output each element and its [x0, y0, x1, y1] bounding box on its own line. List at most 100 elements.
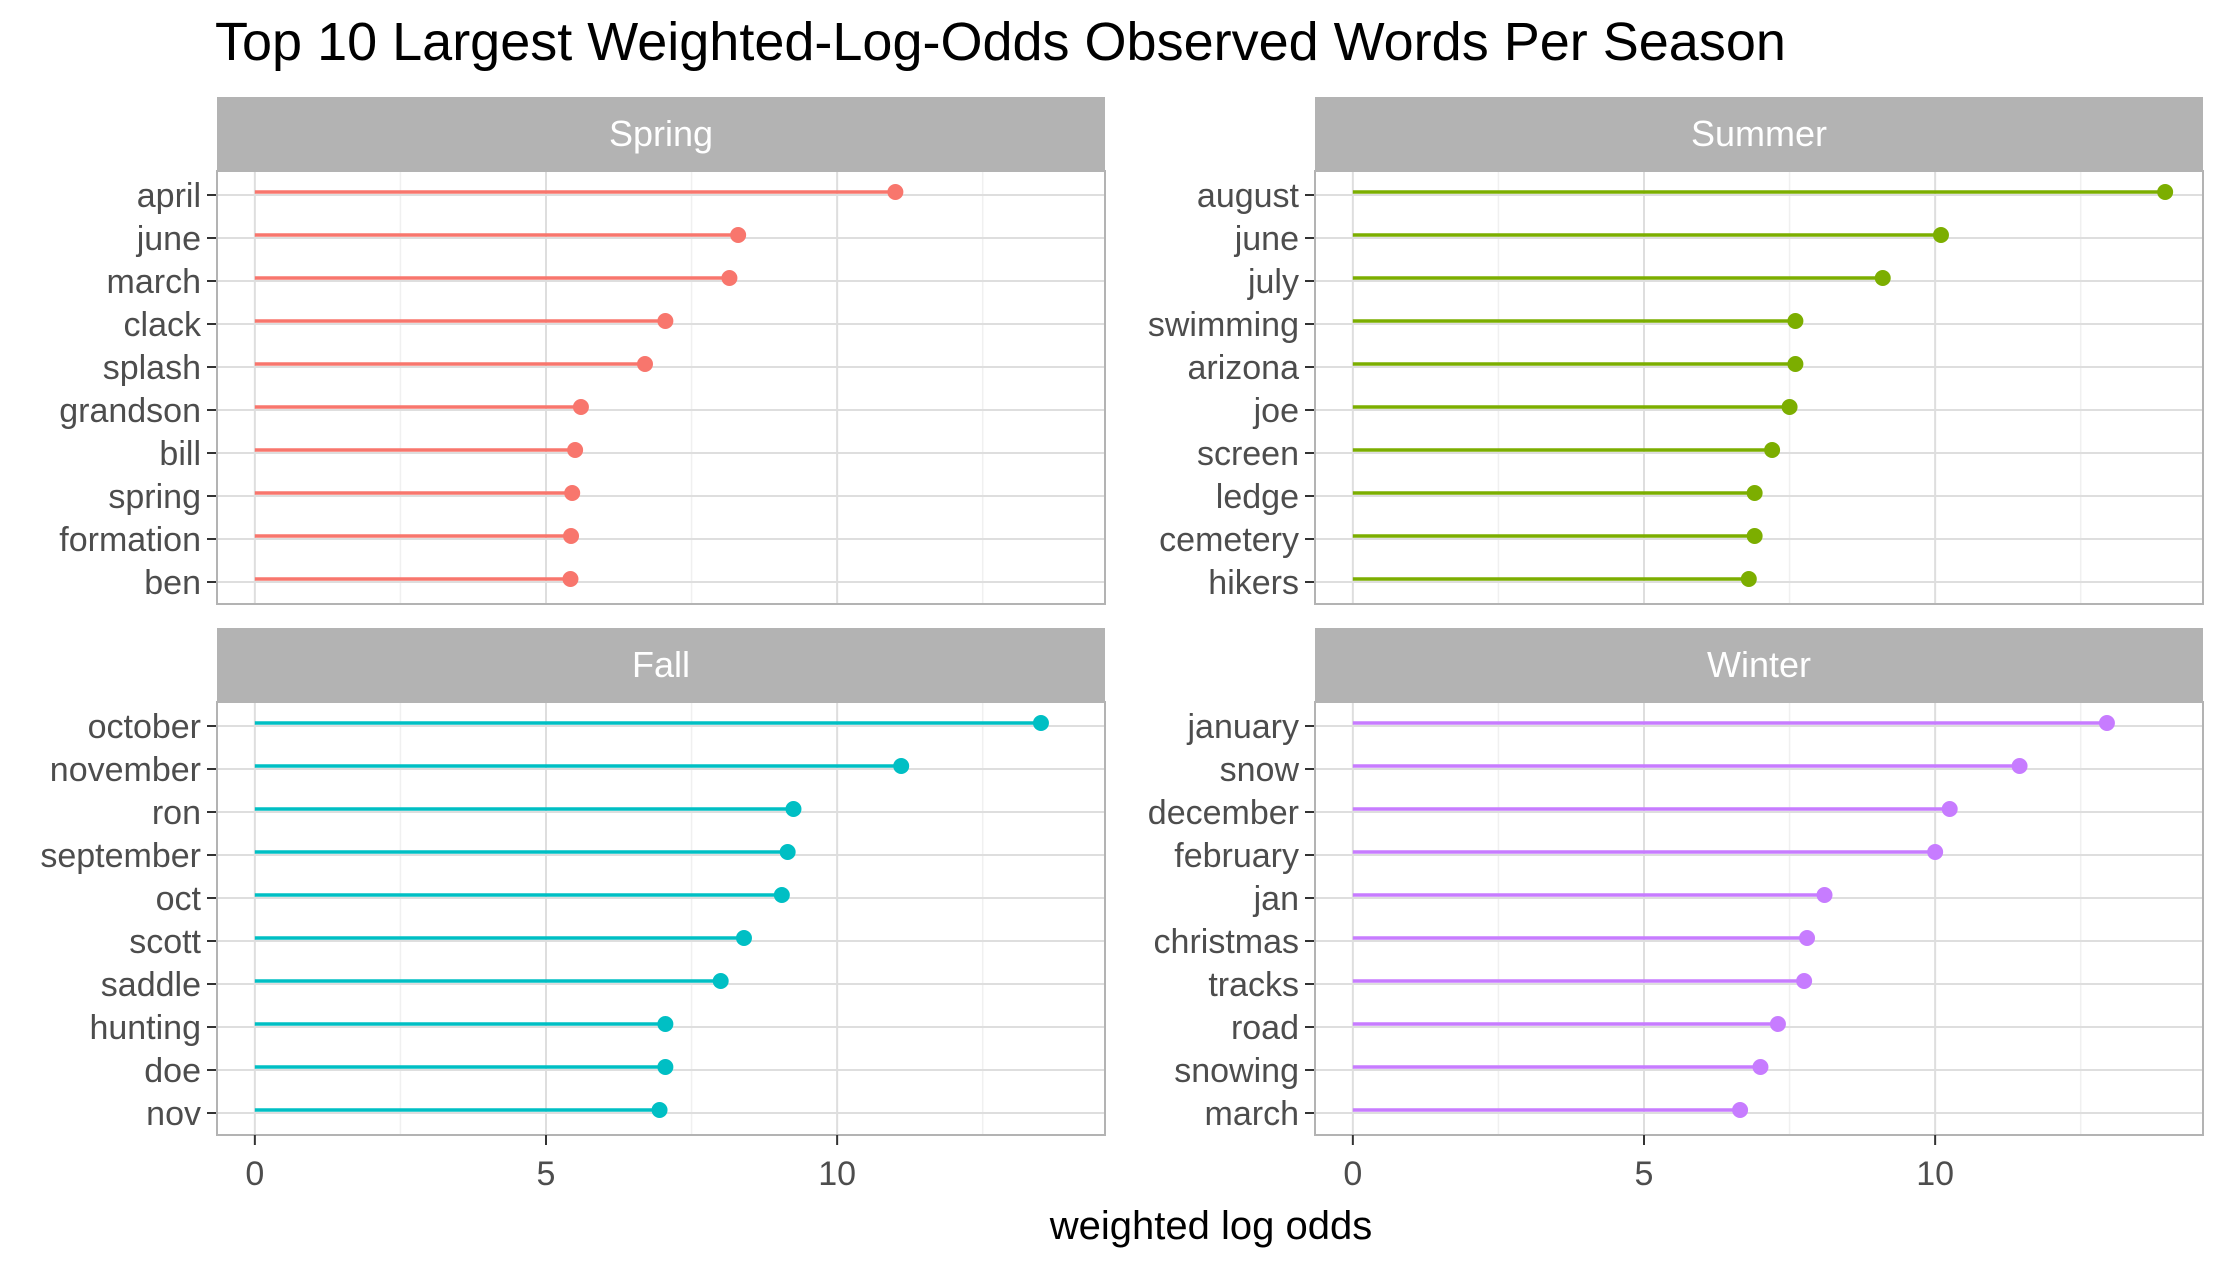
- lollipop-point: [1787, 356, 1804, 372]
- facet-strip-fall: [217, 628, 1105, 702]
- lollipop-point: [657, 1016, 674, 1032]
- category-label: june: [1234, 220, 1299, 258]
- lollipop-point: [1752, 1059, 1769, 1075]
- lollipop-point: [1764, 442, 1781, 458]
- category-label: july: [1247, 263, 1299, 301]
- lollipop-point: [735, 930, 752, 946]
- facet-winter: Winter january snow december february jan chri…: [1148, 628, 2204, 1193]
- facet-strip-label-summer: Summer: [1691, 113, 1827, 154]
- facet-strip-summer: [1315, 97, 2203, 171]
- lollipop-point: [2011, 758, 2028, 774]
- x-axis-label: weighted log odds: [1049, 1204, 1372, 1248]
- lollipop-point: [2098, 715, 2115, 731]
- category-label: spring: [108, 478, 201, 516]
- x-tick-label: 0: [1343, 1155, 1362, 1193]
- category-label: cemetery: [1159, 521, 1299, 559]
- category-label: january: [1186, 708, 1299, 746]
- lollipop-point: [887, 184, 904, 200]
- lollipop-point: [1781, 399, 1798, 415]
- category-label: formation: [59, 521, 201, 559]
- facet-fall: Fall october november ron september oct scott s…: [40, 628, 1106, 1193]
- lollipop-point: [1927, 844, 1944, 860]
- panel-border: [1314, 170, 2204, 605]
- lollipop-point: [1796, 973, 1813, 989]
- lollipop-point: [563, 528, 580, 544]
- category-label: doe: [144, 1052, 201, 1090]
- category-label: ben: [144, 564, 201, 602]
- lollipop-point: [1932, 227, 1949, 243]
- category-label: snowing: [1174, 1052, 1299, 1090]
- lollipop-point: [636, 356, 653, 372]
- category-label: march: [107, 263, 201, 301]
- category-label: october: [88, 708, 201, 746]
- lollipop-point: [721, 270, 738, 286]
- facets-layer: Spring april june march clack splash grandson b…: [40, 97, 2204, 1193]
- category-label: february: [1174, 837, 1299, 875]
- category-label: june: [136, 220, 201, 258]
- lollipop-point: [893, 758, 910, 774]
- lollipop-point: [657, 1059, 674, 1075]
- category-label: joe: [1253, 392, 1299, 430]
- lollipop-point: [1874, 270, 1891, 286]
- lollipop-point: [1732, 1102, 1749, 1118]
- lollipop-point: [1787, 313, 1804, 329]
- lollipop-point: [1032, 715, 1049, 731]
- category-label: ledge: [1216, 478, 1299, 516]
- lollipop-point: [1941, 801, 1958, 817]
- category-label: saddle: [101, 966, 201, 1004]
- facet-strip-winter: [1315, 628, 2203, 702]
- facet-spring: Spring april june march clack splash grandson b…: [59, 97, 1106, 605]
- x-tick-label: 5: [1635, 1155, 1654, 1193]
- category-label: grandson: [59, 392, 201, 430]
- category-label: snow: [1220, 751, 1300, 789]
- x-tick-label: 10: [818, 1155, 856, 1193]
- category-label: march: [1205, 1095, 1299, 1133]
- lollipop-point: [1769, 1016, 1786, 1032]
- lollipop-point: [779, 844, 796, 860]
- lollipop-point: [1740, 571, 1757, 587]
- lollipop-point: [567, 442, 584, 458]
- panel-border: [1314, 701, 2204, 1136]
- category-label: december: [1148, 794, 1299, 832]
- facet-strip-spring: [217, 97, 1105, 171]
- facet-strip-label-winter: Winter: [1707, 644, 1811, 685]
- panel-border: [216, 170, 1106, 605]
- category-label: jan: [1253, 880, 1299, 918]
- category-label: april: [137, 177, 201, 215]
- category-label: november: [50, 751, 201, 789]
- lollipop-point: [572, 399, 589, 415]
- lollipop-point: [2157, 184, 2174, 200]
- facet-strip-label-fall: Fall: [632, 644, 690, 685]
- category-label: oct: [156, 880, 202, 918]
- lollipop-point: [1799, 930, 1816, 946]
- lollipop-point: [1746, 485, 1763, 501]
- category-label: nov: [146, 1095, 201, 1133]
- x-tick-label: 0: [245, 1155, 264, 1193]
- category-label: screen: [1197, 435, 1299, 473]
- lollipop-point: [1746, 528, 1763, 544]
- x-tick-label: 10: [1916, 1155, 1954, 1193]
- category-label: arizona: [1187, 349, 1299, 387]
- category-label: september: [40, 837, 201, 875]
- panel-border: [216, 701, 1106, 1136]
- lollipop-point: [712, 973, 729, 989]
- lollipop-point: [730, 227, 747, 243]
- category-label: swimming: [1148, 306, 1299, 344]
- category-label: clack: [124, 306, 202, 344]
- category-label: bill: [159, 435, 201, 473]
- lollipop-point: [657, 313, 674, 329]
- x-tick-label: 5: [537, 1155, 556, 1193]
- category-label: hikers: [1208, 564, 1299, 602]
- category-label: august: [1197, 177, 1300, 215]
- category-label: hunting: [89, 1009, 201, 1047]
- facet-strip-label-spring: Spring: [609, 113, 713, 154]
- lollipop-point: [1816, 887, 1833, 903]
- lollipop-point: [562, 571, 579, 587]
- chart-title: Top 10 Largest Weighted-Log-Odds Observe…: [215, 12, 1786, 72]
- lollipop-point: [785, 801, 802, 817]
- category-label: christmas: [1154, 923, 1299, 961]
- lollipop-point: [651, 1102, 668, 1118]
- category-label: splash: [103, 349, 201, 387]
